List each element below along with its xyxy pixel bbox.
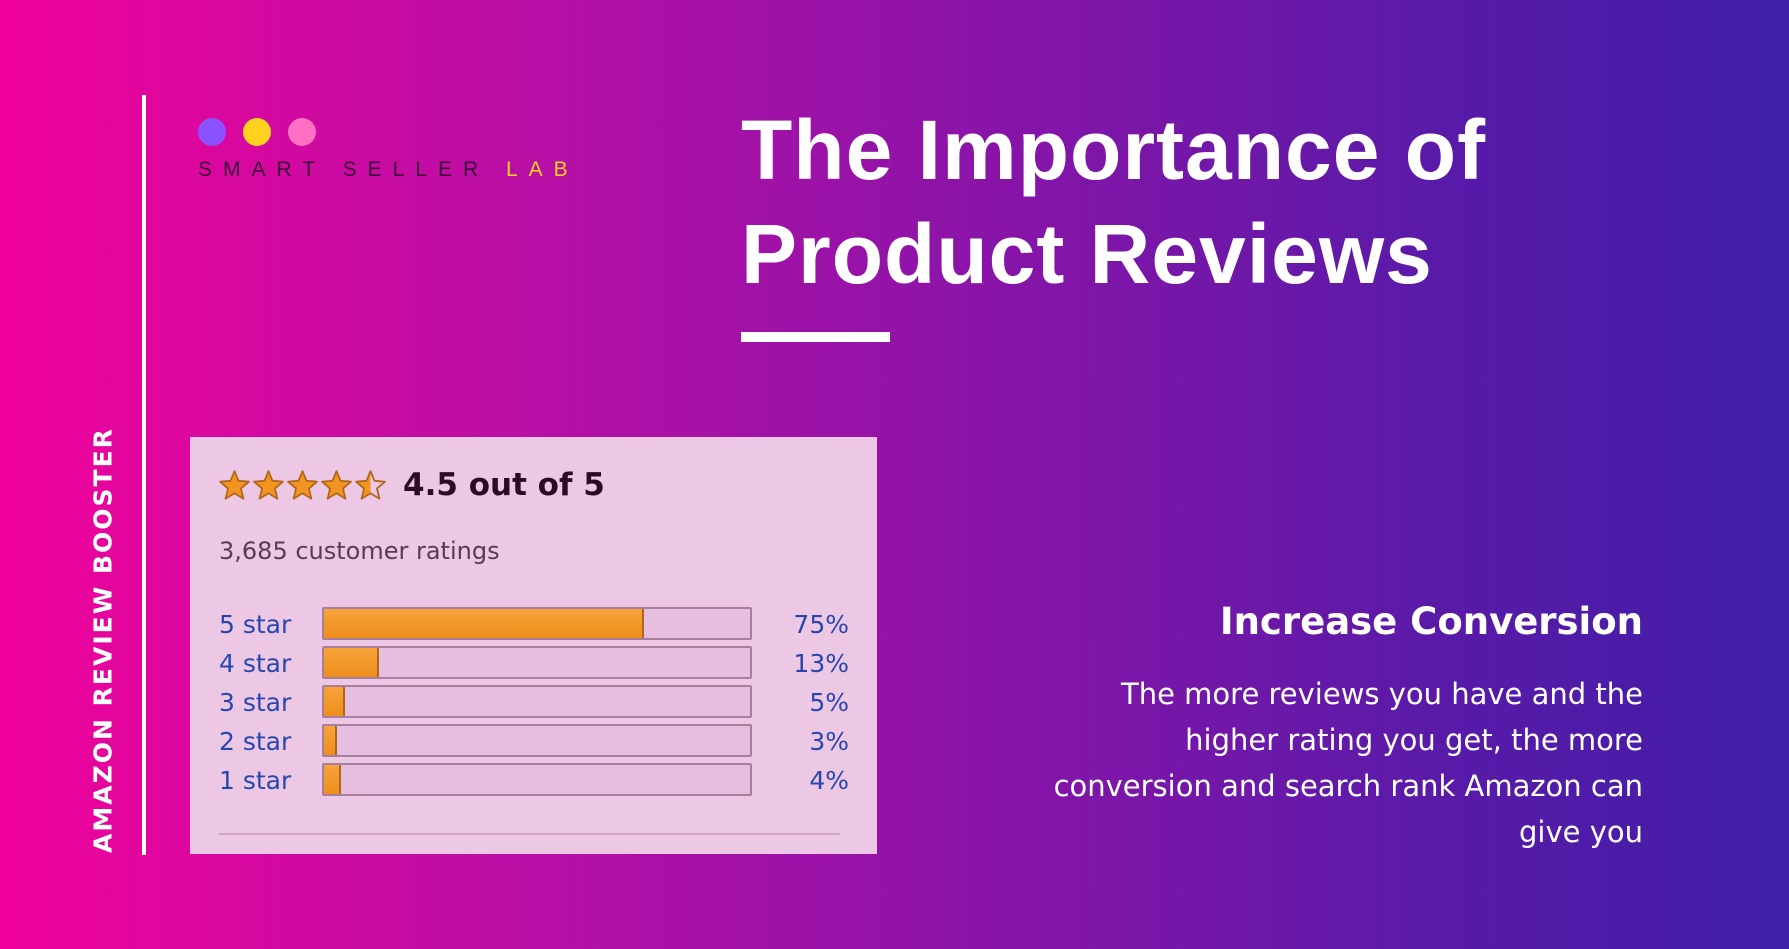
rating-bar-fill: [324, 648, 380, 677]
rating-bar-track: [322, 607, 752, 640]
rating-row-label[interactable]: 4 star: [219, 649, 292, 678]
rating-row-label[interactable]: 2 star: [219, 727, 292, 756]
title-line-2: Product Reviews: [741, 207, 1433, 301]
rating-bar-fill: [324, 726, 337, 755]
rating-row-percent[interactable]: 3%: [809, 727, 849, 756]
brand-logo: SMART SELLER LAB: [198, 118, 579, 182]
title-underline: [741, 332, 890, 342]
rating-bar-track: [322, 724, 752, 757]
logo-dot-purple: [198, 118, 226, 146]
rating-count: 3,685 customer ratings: [219, 537, 500, 565]
rating-breakdown: 5 star 75% 4 star 13% 3 star 5% 2 star 3% 1 star…: [219, 607, 849, 802]
rating-summary: 4.5 out of 5: [218, 467, 605, 503]
star-full-icon: [253, 469, 284, 500]
card-divider: [218, 833, 840, 835]
page-title: The Importance of Product Reviews: [741, 98, 1486, 306]
star-half-icon: [355, 469, 386, 500]
star-full-icon: [321, 469, 352, 500]
rating-row-percent[interactable]: 75%: [793, 610, 849, 639]
star-rating: [218, 469, 387, 502]
logo-dots: [198, 118, 579, 146]
rating-row[interactable]: 1 star 4%: [219, 763, 849, 802]
rating-row[interactable]: 4 star 13%: [219, 646, 849, 685]
rating-row[interactable]: 2 star 3%: [219, 724, 849, 763]
rating-card: 4.5 out of 5 3,685 customer ratings 5 st…: [190, 437, 877, 854]
rating-bar-track: [322, 763, 752, 796]
rating-row-label[interactable]: 1 star: [219, 766, 292, 795]
star-full-icon: [219, 469, 250, 500]
logo-dot-pink: [288, 118, 316, 146]
side-label: AMAZON REVIEW BOOSTER: [88, 427, 118, 853]
rating-row[interactable]: 5 star 75%: [219, 607, 849, 646]
rating-row-label[interactable]: 5 star: [219, 610, 292, 639]
brand-main: SMART SELLER: [198, 158, 490, 181]
rating-row[interactable]: 3 star 5%: [219, 685, 849, 724]
feature-body: The more reviews you have and the higher…: [1053, 677, 1643, 849]
brand-name: SMART SELLER LAB: [198, 158, 579, 182]
feature-block: Increase Conversion The more reviews you…: [1023, 600, 1643, 855]
rating-row-percent[interactable]: 4%: [809, 766, 849, 795]
logo-dot-yellow: [243, 118, 271, 146]
rating-bar-fill: [324, 765, 342, 794]
rating-bar-track: [322, 685, 752, 718]
vertical-divider: [142, 95, 146, 855]
rating-bar-track: [322, 646, 752, 679]
rating-row-label[interactable]: 3 star: [219, 688, 292, 717]
rating-bar-fill: [324, 609, 644, 638]
feature-heading: Increase Conversion: [1219, 600, 1643, 643]
rating-text: 4.5 out of 5: [403, 467, 605, 503]
star-full-icon: [287, 469, 318, 500]
brand-accent: LAB: [505, 158, 579, 181]
rating-row-percent[interactable]: 5%: [809, 688, 849, 717]
rating-bar-fill: [324, 687, 346, 716]
rating-row-percent[interactable]: 13%: [793, 649, 849, 678]
title-line-1: The Importance of: [741, 103, 1487, 197]
